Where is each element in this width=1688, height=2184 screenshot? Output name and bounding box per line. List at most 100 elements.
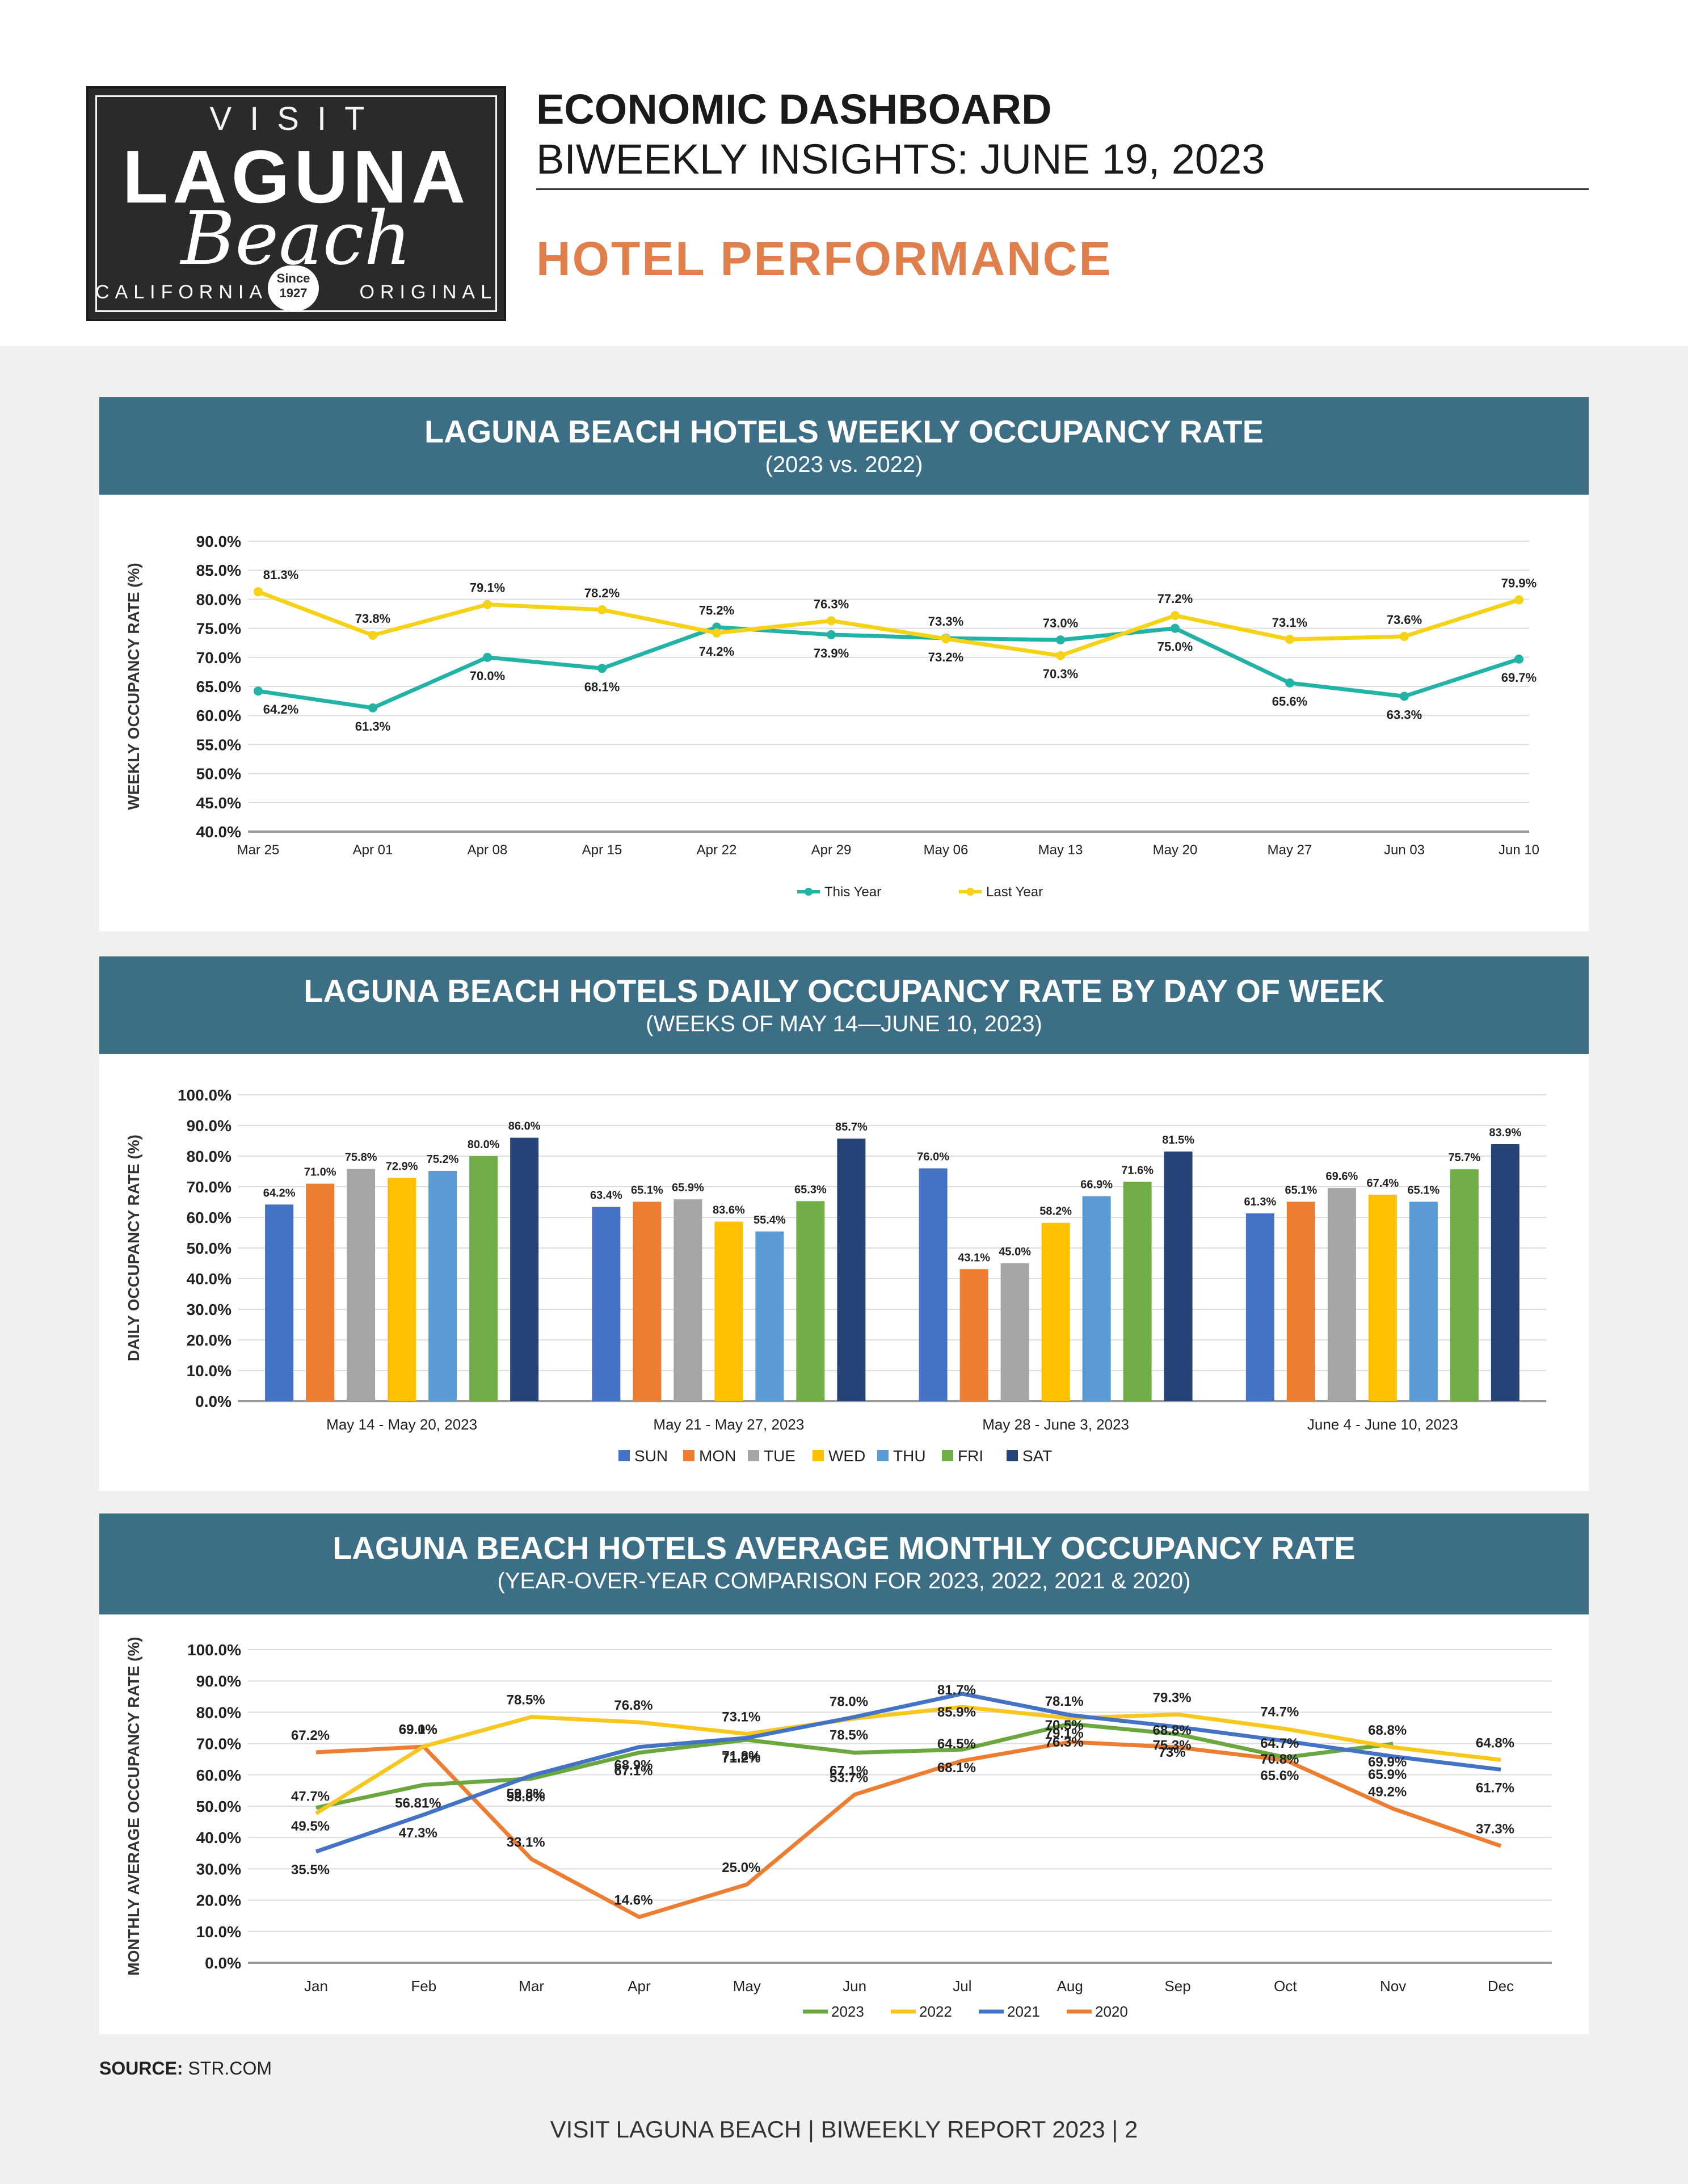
data-label: 71.8% bbox=[722, 1749, 760, 1764]
data-label: 76.3% bbox=[1045, 1735, 1084, 1750]
y-tick-label: 100.0% bbox=[178, 1086, 231, 1104]
x-tick-label: Apr 29 bbox=[811, 842, 852, 858]
x-tick-label: May bbox=[733, 1978, 761, 1995]
weekly-occupancy-chart: 40.0% 45.0% 50.0% 55.0% 60.0% 65.0% 70.0% 75.0%… bbox=[125, 533, 1539, 900]
data-label: 63.3% bbox=[1387, 707, 1422, 722]
x-tick-label: Jun 03 bbox=[1384, 842, 1425, 858]
source-note: SOURCE: STR.COM bbox=[99, 2058, 272, 2079]
y-tick-label: 80.0% bbox=[187, 1148, 231, 1165]
data-label: 74.7% bbox=[1260, 1705, 1299, 1720]
bar-thu bbox=[755, 1231, 784, 1401]
series-line-2021 bbox=[315, 1692, 1501, 1854]
data-label: 69.1% bbox=[399, 1722, 437, 1738]
x-tick-label: Mar 25 bbox=[237, 842, 280, 858]
legend-label: SAT bbox=[1022, 1447, 1052, 1465]
legend-label: Last Year bbox=[986, 884, 1043, 900]
data-label: 70.0% bbox=[470, 669, 505, 683]
data-label: 69.0% bbox=[399, 1722, 437, 1738]
legend-label: MON bbox=[699, 1447, 736, 1465]
y-axis-label: DAILY OCCUPANCY RATE (%) bbox=[125, 1135, 142, 1361]
y-tick-label: 0.0% bbox=[195, 1393, 231, 1410]
data-label: 64.2% bbox=[263, 702, 298, 716]
data-label: 68.1% bbox=[937, 1760, 976, 1776]
bar-tue bbox=[673, 1199, 702, 1401]
y-tick-label: 40.0% bbox=[187, 1270, 231, 1288]
y-tick-label: 30.0% bbox=[196, 1860, 241, 1878]
logo-since-text: Since bbox=[276, 271, 310, 285]
data-label: 65.1% bbox=[1408, 1184, 1440, 1196]
legend-label: 2023 bbox=[831, 2003, 864, 2020]
data-label: 63.4% bbox=[590, 1190, 622, 1202]
data-label: 59.8% bbox=[507, 1786, 545, 1802]
data-label: 53.7% bbox=[830, 1770, 868, 1786]
data-label: 43.1% bbox=[958, 1251, 990, 1264]
bar-thu bbox=[428, 1170, 457, 1401]
data-point bbox=[1171, 611, 1180, 621]
y-tick-label: 85.0% bbox=[196, 562, 241, 579]
data-label: 70.5% bbox=[1045, 1718, 1084, 1733]
data-label: 81.7% bbox=[937, 1683, 976, 1698]
y-axis-label: MONTHLY AVERAGE OCCUPANCY RATE (%) bbox=[125, 1637, 142, 1975]
data-label: 79.1% bbox=[470, 581, 505, 595]
data-point bbox=[1400, 692, 1409, 701]
bar-sat bbox=[1491, 1144, 1519, 1401]
bar-mon bbox=[1286, 1201, 1315, 1401]
legend-label: WED bbox=[828, 1447, 865, 1465]
bar-wed bbox=[388, 1178, 416, 1401]
legend-label: 2020 bbox=[1095, 2003, 1128, 2020]
y-tick-label: 50.0% bbox=[196, 765, 241, 783]
y-axis-label: WEEKLY OCCUPANCY RATE (%) bbox=[125, 563, 142, 810]
data-label: 65.1% bbox=[1285, 1184, 1317, 1196]
visit-laguna-beach-logo: VISIT LAGUNA Beach CALIFORNIA ORIGINAL S… bbox=[86, 86, 506, 321]
x-tick-label: Jul bbox=[953, 1978, 971, 1995]
data-point bbox=[1285, 678, 1294, 688]
y-tick-label: 20.0% bbox=[187, 1331, 231, 1349]
data-label: 76.0% bbox=[917, 1151, 949, 1163]
data-label: 70.3% bbox=[1043, 667, 1078, 681]
data-label: 79.1% bbox=[1045, 1726, 1084, 1741]
bar-sat bbox=[1164, 1151, 1193, 1401]
y-tick-label: 45.0% bbox=[196, 794, 241, 812]
data-point bbox=[368, 630, 377, 640]
data-label: 66.9% bbox=[1080, 1179, 1113, 1191]
page-title: ECONOMIC DASHBOARD bbox=[536, 86, 1052, 133]
x-tick-label: May 20 bbox=[1153, 842, 1198, 858]
logo-visit-text: VISIT bbox=[209, 100, 383, 137]
legend-swatch bbox=[813, 1450, 824, 1461]
data-label: 81.5% bbox=[1162, 1134, 1194, 1146]
data-label: 75.0% bbox=[1157, 640, 1193, 654]
data-label: 25.0% bbox=[722, 1860, 760, 1875]
data-label: 65.9% bbox=[672, 1182, 704, 1194]
bar-tue bbox=[1327, 1188, 1356, 1401]
y-tick-label: 80.0% bbox=[196, 591, 241, 608]
data-label: 75.3% bbox=[1153, 1738, 1192, 1753]
legend-swatch bbox=[618, 1450, 630, 1461]
legend-marker bbox=[966, 888, 974, 896]
series-line-last-year bbox=[257, 589, 1520, 658]
legend-swatch bbox=[683, 1450, 694, 1461]
data-point bbox=[941, 634, 950, 644]
data-point bbox=[597, 605, 607, 614]
monthly-chart-header: LAGUNA BEACH HOTELS AVERAGE MONTHLY OCCU… bbox=[99, 1513, 1589, 1614]
data-label: 74.2% bbox=[699, 644, 734, 659]
logo-california-text: CALIFORNIA bbox=[95, 281, 268, 303]
bar-tue bbox=[347, 1169, 376, 1401]
bar-sun bbox=[265, 1204, 294, 1401]
data-label: 77.2% bbox=[1157, 592, 1193, 606]
y-tick-label: 80.0% bbox=[196, 1704, 241, 1721]
data-label: 73.9% bbox=[814, 646, 849, 660]
data-label: 71.6% bbox=[1121, 1164, 1154, 1177]
logo-since-badge: Since 1927 bbox=[268, 265, 319, 311]
data-label: 73.3% bbox=[928, 614, 963, 629]
monthly-occupancy-chart: 0.0% 10.0% 20.0% 30.0% 40.0% 50.0% 60.0% 70.0% 8… bbox=[125, 1637, 1552, 2020]
data-point bbox=[483, 600, 492, 609]
data-label: 86.0% bbox=[508, 1120, 541, 1133]
legend-label: FRI bbox=[958, 1447, 983, 1465]
data-label: 68.8% bbox=[1368, 1723, 1407, 1738]
x-tick-label: Dec bbox=[1488, 1978, 1514, 1995]
data-point bbox=[1400, 631, 1409, 641]
data-label: 85.7% bbox=[835, 1121, 868, 1133]
bar-sat bbox=[510, 1137, 539, 1401]
legend-label: 2021 bbox=[1007, 2003, 1040, 2020]
weekly-chart-panel: 40.0% 45.0% 50.0% 55.0% 60.0% 65.0% 70.0% 75.0%… bbox=[99, 495, 1589, 931]
